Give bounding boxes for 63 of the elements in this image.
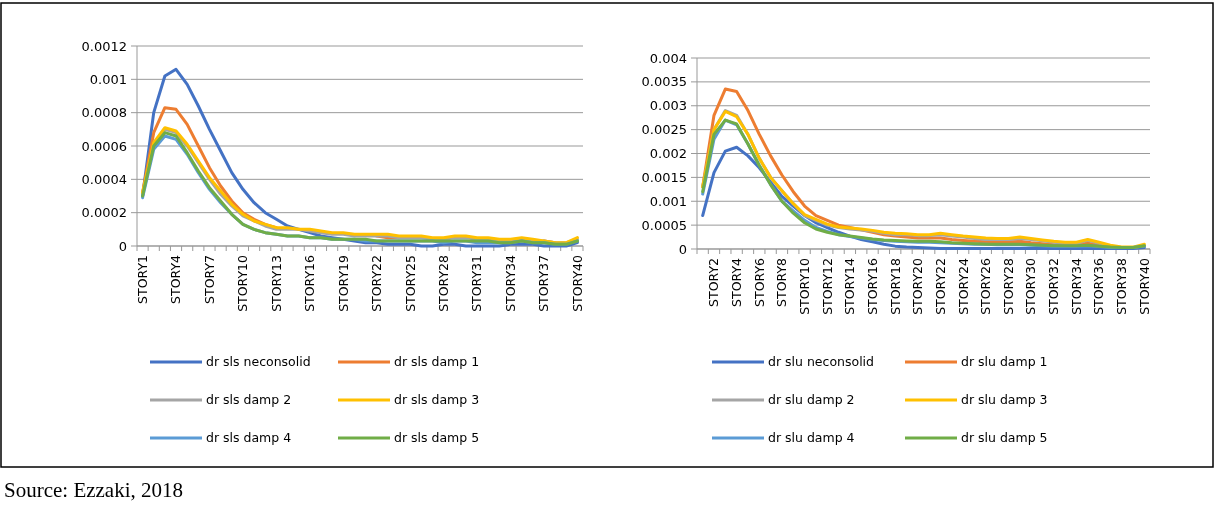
x-tick-label: STORY25 — [402, 255, 418, 312]
x-tick-label: STORY34 — [1068, 257, 1084, 315]
x-tick-label: STORY4 — [729, 257, 745, 307]
legend-label: dr sls damp 2 — [206, 392, 292, 408]
legend-label: dr slu damp 4 — [768, 430, 855, 446]
y-tick-label: 0.0035 — [641, 74, 687, 90]
legend-label: dr sls damp 3 — [394, 392, 480, 408]
x-tick-label: STORY19 — [335, 254, 351, 312]
y-tick-label: 0.001 — [649, 193, 687, 209]
y-tick-label: 0 — [678, 241, 687, 257]
legend-label: dr slu damp 5 — [961, 430, 1048, 446]
source-note: Source: Ezzaki, 2018 — [4, 478, 184, 502]
x-tick-label: STORY1 — [134, 255, 150, 304]
y-tick-label: 0.0015 — [641, 169, 687, 185]
y-tick-label: 0.0008 — [81, 105, 127, 121]
x-tick-label: STORY14 — [842, 257, 858, 315]
x-tick-label: STORY7 — [201, 255, 217, 304]
x-tick-label: STORY18 — [887, 257, 903, 315]
x-tick-label: STORY38 — [1114, 257, 1130, 315]
x-tick-label: STORY6 — [751, 257, 767, 307]
y-tick-label: 0.0025 — [641, 122, 687, 138]
y-tick-label: 0.002 — [649, 146, 687, 162]
x-tick-label: STORY30 — [1023, 257, 1039, 315]
y-tick-label: 0.0002 — [81, 205, 127, 221]
x-tick-label: STORY22 — [932, 258, 948, 315]
legend-label: dr slu damp 1 — [961, 354, 1048, 370]
x-tick-label: STORY24 — [955, 257, 971, 315]
y-tick-label: 0.004 — [649, 50, 687, 66]
x-tick-label: STORY16 — [302, 254, 318, 312]
legend-label: dr sls damp 1 — [394, 354, 480, 370]
legend-label: dr sls neconsolid — [206, 354, 311, 370]
x-tick-label: STORY31 — [469, 255, 485, 312]
x-tick-label: STORY10 — [235, 254, 251, 312]
x-tick-label: STORY8 — [774, 257, 790, 307]
x-tick-label: STORY32 — [1046, 258, 1062, 315]
legend-label: dr sls damp 4 — [206, 430, 292, 446]
x-tick-label: STORY36 — [1091, 257, 1107, 315]
x-tick-label: STORY26 — [978, 257, 994, 315]
legend-label: dr slu damp 2 — [768, 392, 855, 408]
x-tick-label: STORY16 — [864, 257, 880, 315]
x-tick-label: STORY28 — [1000, 257, 1016, 315]
x-tick-label: STORY37 — [536, 255, 552, 312]
legend-label: dr slu damp 3 — [961, 392, 1048, 408]
y-tick-label: 0.0005 — [641, 217, 687, 233]
legend-label: dr slu neconsolid — [768, 354, 875, 370]
x-tick-label: STORY22 — [369, 255, 385, 312]
x-tick-label: STORY40 — [1136, 257, 1152, 315]
y-tick-label: 0.0006 — [81, 138, 127, 154]
legend-label: dr sls damp 5 — [394, 430, 480, 446]
x-tick-label: STORY10 — [796, 257, 812, 315]
x-tick-label: STORY4 — [168, 254, 184, 304]
y-tick-label: 0 — [118, 238, 127, 254]
y-tick-label: 0.0004 — [81, 171, 127, 187]
x-tick-label: STORY12 — [819, 258, 835, 315]
x-tick-label: STORY34 — [502, 254, 518, 312]
x-tick-label: STORY28 — [436, 254, 451, 312]
x-tick-label: STORY2 — [706, 258, 722, 307]
x-tick-label: STORY13 — [268, 255, 284, 312]
x-tick-label: STORY40 — [569, 254, 585, 312]
y-tick-label: 0.003 — [649, 98, 687, 114]
x-tick-label: STORY20 — [910, 257, 926, 315]
y-tick-label: 0.0012 — [81, 38, 127, 54]
y-tick-label: 0.001 — [89, 71, 127, 87]
